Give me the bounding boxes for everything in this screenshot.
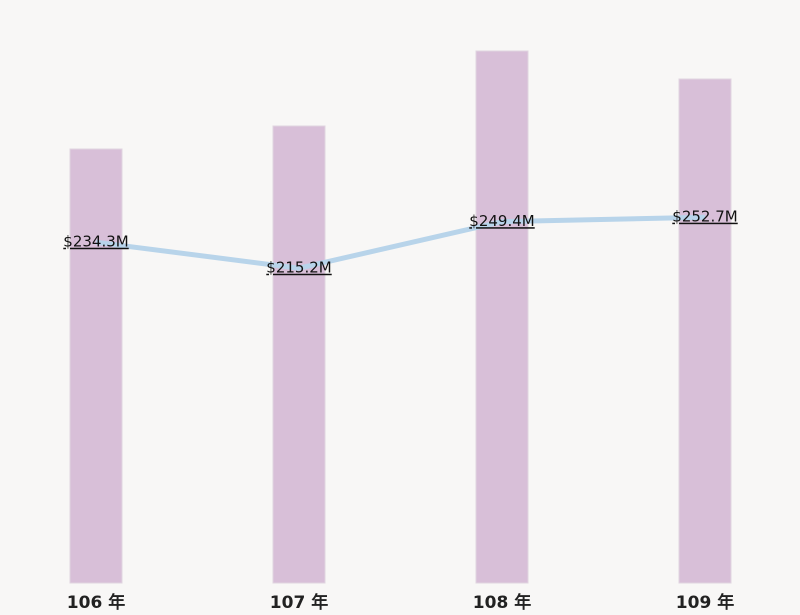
value-label: $249.4M — [469, 212, 534, 230]
bar — [475, 50, 529, 584]
value-label: $234.3M — [63, 233, 128, 251]
bar — [69, 148, 123, 584]
bar — [678, 78, 732, 584]
bar — [272, 125, 326, 584]
x-tick-label: 108 年 — [473, 592, 531, 613]
x-tick-label: 106 年 — [67, 592, 125, 613]
x-tick-label: 107 年 — [270, 592, 328, 613]
line — [95, 214, 706, 271]
x-tick-label: 109 年 — [676, 592, 734, 613]
value-label: $252.7M — [672, 208, 737, 226]
value-label: $215.2M — [266, 259, 331, 277]
